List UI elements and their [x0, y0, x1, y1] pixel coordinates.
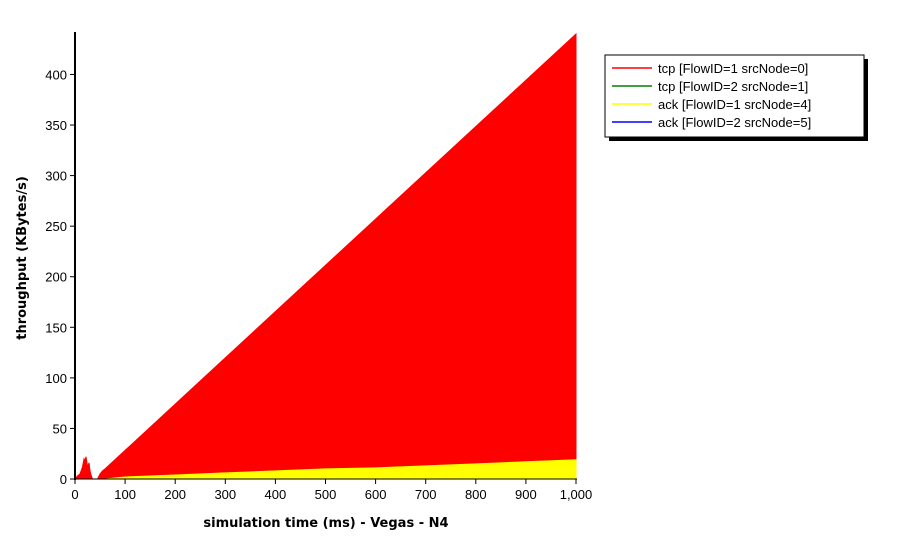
legend-label: tcp [FlowID=1 srcNode=0]: [658, 61, 808, 76]
x-tick-label: 400: [265, 487, 287, 502]
x-tick-label: 800: [465, 487, 487, 502]
series-area-1: [73, 32, 577, 480]
y-axis-title: throughput (KBytes/s): [15, 176, 30, 340]
legend-label: tcp [FlowID=2 srcNode=1]: [658, 79, 808, 94]
x-axis-title: simulation time (ms) - Vegas - N4: [203, 516, 448, 531]
legend-label: ack [FlowID=1 srcNode=4]: [658, 97, 811, 112]
plot-area: [73, 32, 577, 480]
y-tick-label: 50: [53, 421, 67, 436]
y-tick-label: 100: [45, 371, 67, 386]
y-tick-label: 300: [45, 169, 67, 184]
x-tick-label: 600: [365, 487, 387, 502]
y-tick-label: 150: [45, 320, 67, 335]
x-tick-label: 500: [315, 487, 337, 502]
ticks: 0 50 100 150 200 250 300 350 400 0 100 200 300 400 500…: [45, 67, 592, 502]
y-tick-label: 250: [45, 219, 67, 234]
series-area-3: [75, 459, 577, 480]
legend-label: ack [FlowID=2 srcNode=5]: [658, 115, 811, 130]
x-tick-label: 1,000: [560, 487, 593, 502]
y-tick-label: 400: [45, 67, 67, 82]
x-tick-label: 100: [114, 487, 136, 502]
x-tick-label: 700: [415, 487, 437, 502]
legend: tcp [FlowID=1 srcNode=0] tcp [FlowID=2 sr…: [604, 54, 868, 141]
x-tick-label: 900: [515, 487, 537, 502]
y-tick-label: 0: [60, 472, 67, 487]
x-tick-label: 200: [164, 487, 186, 502]
x-tick-label: 0: [71, 487, 78, 502]
y-tick-label: 350: [45, 118, 67, 133]
y-tick-label: 200: [45, 270, 67, 285]
x-tick-label: 300: [214, 487, 236, 502]
